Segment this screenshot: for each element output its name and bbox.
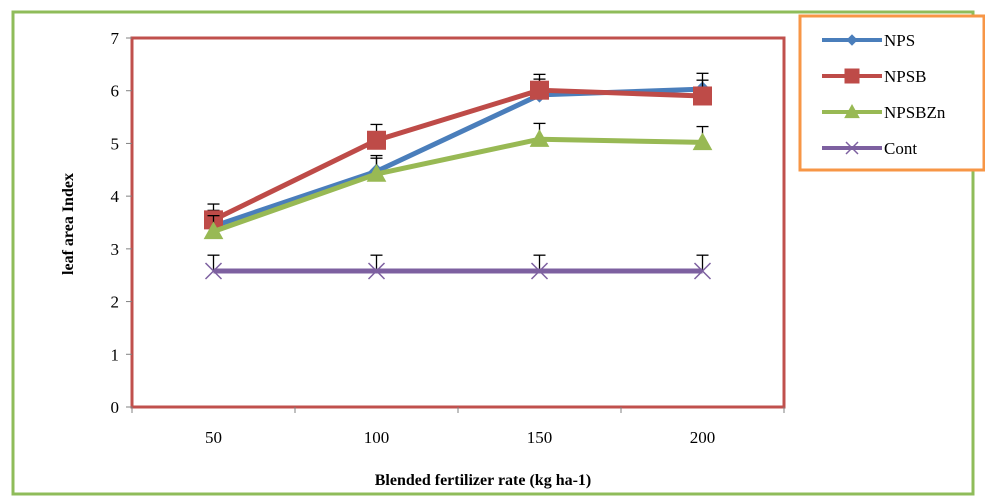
- data-point-npsb: [693, 86, 712, 106]
- series-line-npsbzn: [212, 136, 703, 234]
- y-tick-label: 1: [111, 345, 120, 364]
- x-tick-label: 200: [690, 428, 716, 447]
- data-point-npsbzn: [692, 132, 713, 151]
- y-axis-title: leaf area Index: [60, 173, 77, 275]
- data-point-cont: [367, 262, 386, 280]
- marker-stroke: [530, 262, 549, 280]
- legend-label: NPS: [884, 31, 915, 50]
- data-point-npsbzn: [529, 129, 550, 147]
- data-point-cont: [693, 262, 712, 280]
- series-cont: [204, 254, 712, 280]
- marker-stroke: [693, 262, 712, 280]
- marker-stroke: [845, 141, 859, 155]
- x-tick-label: 50: [205, 428, 222, 447]
- data-point-cont: [530, 262, 549, 280]
- y-tick-label: 5: [111, 134, 120, 153]
- data-point-npsbzn: [366, 163, 387, 182]
- legend-label: NPSBZn: [884, 103, 946, 122]
- y-tick-label: 0: [111, 398, 120, 417]
- legend-item-cont: Cont: [822, 139, 917, 158]
- x-tick-label: 100: [364, 428, 390, 447]
- x-axis-title: Blended fertilizer rate (kg ha-1): [375, 472, 592, 489]
- y-tick-label: 6: [111, 82, 120, 101]
- legend-label: Cont: [884, 139, 917, 158]
- legend-marker: [846, 34, 858, 46]
- data-point-cont: [204, 262, 223, 280]
- legend-marker: [844, 68, 860, 84]
- y-tick-label: 2: [111, 293, 120, 312]
- data-point-npsb: [367, 130, 386, 150]
- legend-label: NPSB: [884, 67, 927, 86]
- series-line-npsb: [212, 87, 703, 223]
- legend-marker: [844, 103, 860, 119]
- legend-item-npsbzn: NPSBZn: [822, 103, 946, 122]
- data-point-npsb: [530, 80, 549, 100]
- legend-item-nps: NPS: [822, 31, 915, 50]
- y-tick-label: 3: [111, 240, 120, 259]
- x-tick-label: 150: [527, 428, 553, 447]
- y-tick-label: 7: [111, 29, 120, 48]
- marker-stroke: [204, 262, 223, 280]
- data-point-npsbzn: [203, 221, 224, 240]
- marker-stroke: [367, 262, 386, 280]
- y-tick-label: 4: [111, 187, 120, 206]
- series-npsbzn: [203, 122, 713, 240]
- legend-marker: [845, 141, 859, 155]
- legend-item-npsb: NPSB: [822, 67, 927, 86]
